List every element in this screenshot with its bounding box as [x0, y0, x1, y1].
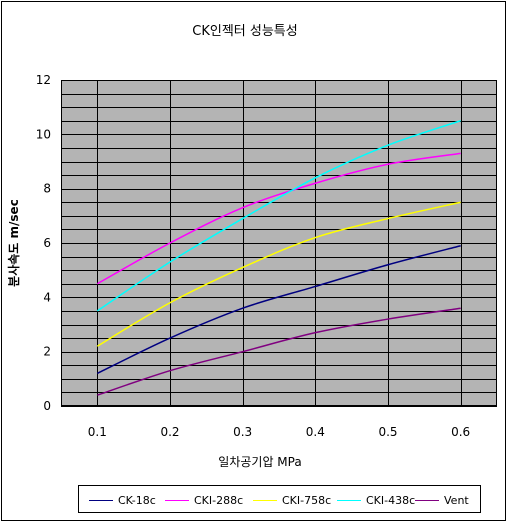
legend-item: CKI-758c: [253, 486, 331, 514]
legend-swatch: [253, 499, 277, 501]
series-line-cki-758c: [96, 201, 461, 347]
legend-swatch: [415, 499, 439, 501]
series-line-cki-288c: [96, 152, 461, 285]
x-tick-label: 0.3: [233, 425, 252, 439]
x-axis-label: 일차공기압 MPa: [218, 455, 301, 469]
legend-item: CK-18c: [89, 486, 156, 514]
x-tick-label: 0.2: [160, 425, 179, 439]
legend-swatch: [89, 499, 113, 501]
legend-item: CKI-288c: [165, 486, 243, 514]
legend-swatch: [337, 499, 361, 501]
plot-border: [61, 80, 497, 406]
legend-label: Vent: [444, 493, 469, 507]
y-tick-label: 12: [36, 73, 51, 87]
legend-label: CKI-288c: [194, 493, 244, 507]
x-tick-label: 0.5: [378, 425, 397, 439]
y-tick-label: 10: [36, 127, 51, 141]
y-tick-label: 4: [43, 290, 51, 304]
y-axis-label: 분사속도 m/sec: [6, 199, 21, 287]
legend-label: CKI-758c: [282, 493, 332, 507]
y-tick-label: 2: [43, 345, 51, 359]
legend-item: Vent: [415, 486, 469, 514]
legend: CK-18c CKI-288c CKI-758c CKI-438c Vent: [78, 485, 481, 513]
series-line-cki-438c: [96, 120, 461, 312]
x-tick-label: 0.1: [88, 425, 107, 439]
series-line-vent: [97, 307, 461, 396]
chart-title: CK인젝터 성능특성: [192, 24, 297, 39]
x-tick-label: 0.4: [306, 425, 325, 439]
x-tick-label: 0.6: [451, 425, 470, 439]
y-tick-label: 8: [43, 182, 51, 196]
legend-item: CKI-438c: [337, 486, 415, 514]
series-line-ck-18c: [97, 244, 461, 375]
legend-label: CK-18c: [118, 493, 156, 507]
legend-swatch: [165, 499, 189, 501]
y-tick-label: 6: [43, 236, 51, 250]
y-tick-label: 0: [43, 399, 51, 413]
legend-label: CKI-438c: [366, 493, 416, 507]
